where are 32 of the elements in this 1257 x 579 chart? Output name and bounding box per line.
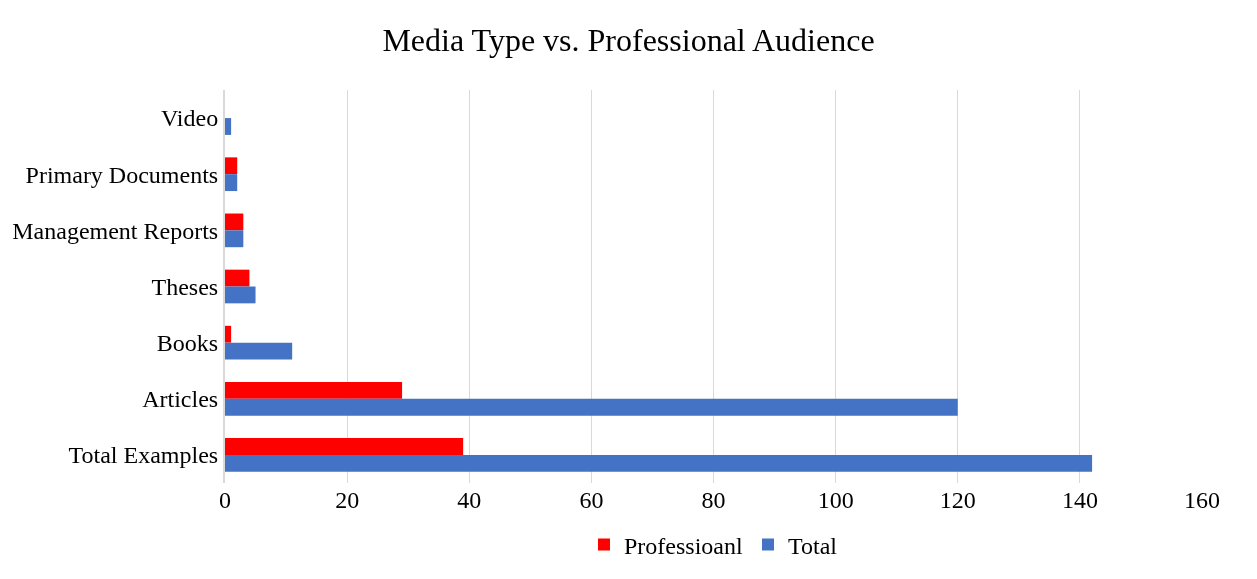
y-tick-label: Video bbox=[160, 105, 219, 132]
bar bbox=[225, 325, 232, 343]
y-tick-label: Management Reports bbox=[12, 217, 219, 244]
x-tick-label: 160 bbox=[1184, 487, 1220, 513]
bar bbox=[225, 213, 244, 231]
x-tick-label: 60 bbox=[579, 487, 604, 513]
x-tick-label: 80 bbox=[701, 487, 726, 513]
bar bbox=[225, 230, 244, 248]
chart-title: Media Type vs. Professional Audience bbox=[382, 22, 875, 59]
y-tick-label: Articles bbox=[142, 386, 219, 413]
x-tick-label: 100 bbox=[817, 487, 854, 513]
bar bbox=[225, 118, 232, 135]
bar bbox=[225, 438, 464, 455]
bar bbox=[225, 398, 958, 416]
x-tick-label: 120 bbox=[939, 487, 976, 513]
bar bbox=[225, 454, 1093, 472]
bar bbox=[225, 269, 250, 287]
y-tick-label: Theses bbox=[151, 273, 219, 300]
y-tick-label: Total Examples bbox=[68, 442, 219, 469]
x-tick-label: 0 bbox=[219, 487, 231, 513]
bar bbox=[225, 342, 293, 360]
x-tick-label: 40 bbox=[457, 487, 482, 513]
x-tick-label: 20 bbox=[335, 487, 360, 513]
bar bbox=[225, 286, 256, 304]
x-tick-label: 140 bbox=[1061, 487, 1098, 513]
bar bbox=[225, 157, 238, 175]
bar bbox=[225, 381, 403, 399]
y-tick-label: Books bbox=[156, 330, 219, 357]
legend-label: Professioanl bbox=[624, 532, 743, 559]
bar bbox=[225, 174, 238, 192]
legend-label: Total bbox=[787, 532, 838, 559]
y-tick-label: Primary Documents bbox=[25, 161, 219, 188]
